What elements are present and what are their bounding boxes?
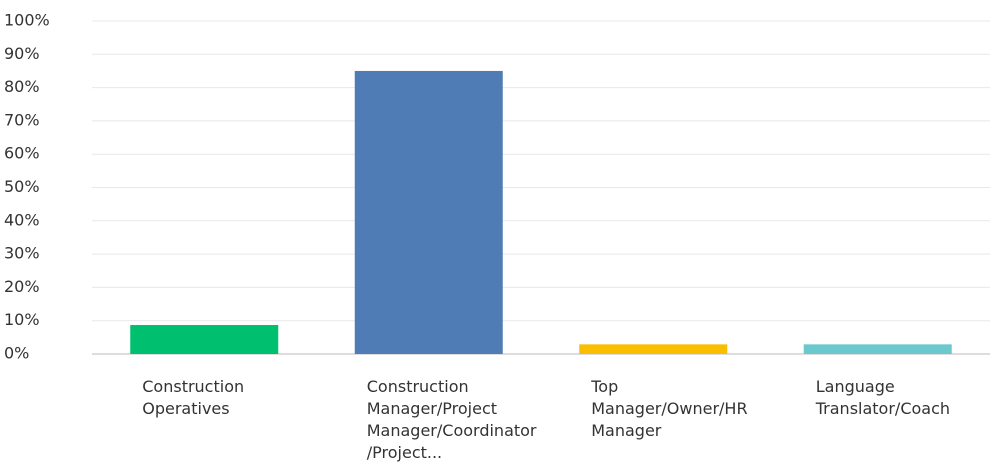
y-tick-label: 0%: [4, 344, 29, 363]
x-tick-label: Language Translator/Coach: [815, 377, 951, 418]
y-tick-label: 70%: [4, 110, 40, 129]
y-tick-label: 80%: [4, 77, 40, 96]
y-tick-label: 100%: [4, 11, 50, 30]
y-tick-label: 40%: [4, 210, 40, 229]
bar: [579, 344, 728, 354]
bar: [354, 70, 503, 354]
x-tick-label: Construction Operatives: [142, 377, 245, 418]
x-tick-label: Construction Manager/Project Manager/Coo…: [366, 377, 537, 462]
y-tick-label: 60%: [4, 144, 40, 163]
y-tick-label: 50%: [4, 177, 40, 196]
y-tick-label: 20%: [4, 277, 40, 296]
y-tick-label: 10%: [4, 310, 40, 329]
bar: [130, 325, 279, 354]
y-tick-label: 30%: [4, 244, 40, 263]
x-tick-label: Top Manager/Owner/HR Manager: [591, 377, 748, 440]
bar: [803, 344, 952, 354]
y-tick-label: 90%: [4, 44, 40, 63]
